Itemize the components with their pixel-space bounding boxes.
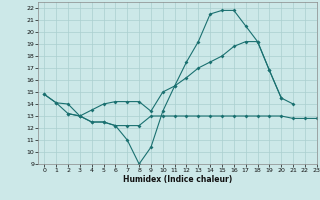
X-axis label: Humidex (Indice chaleur): Humidex (Indice chaleur) (123, 175, 232, 184)
